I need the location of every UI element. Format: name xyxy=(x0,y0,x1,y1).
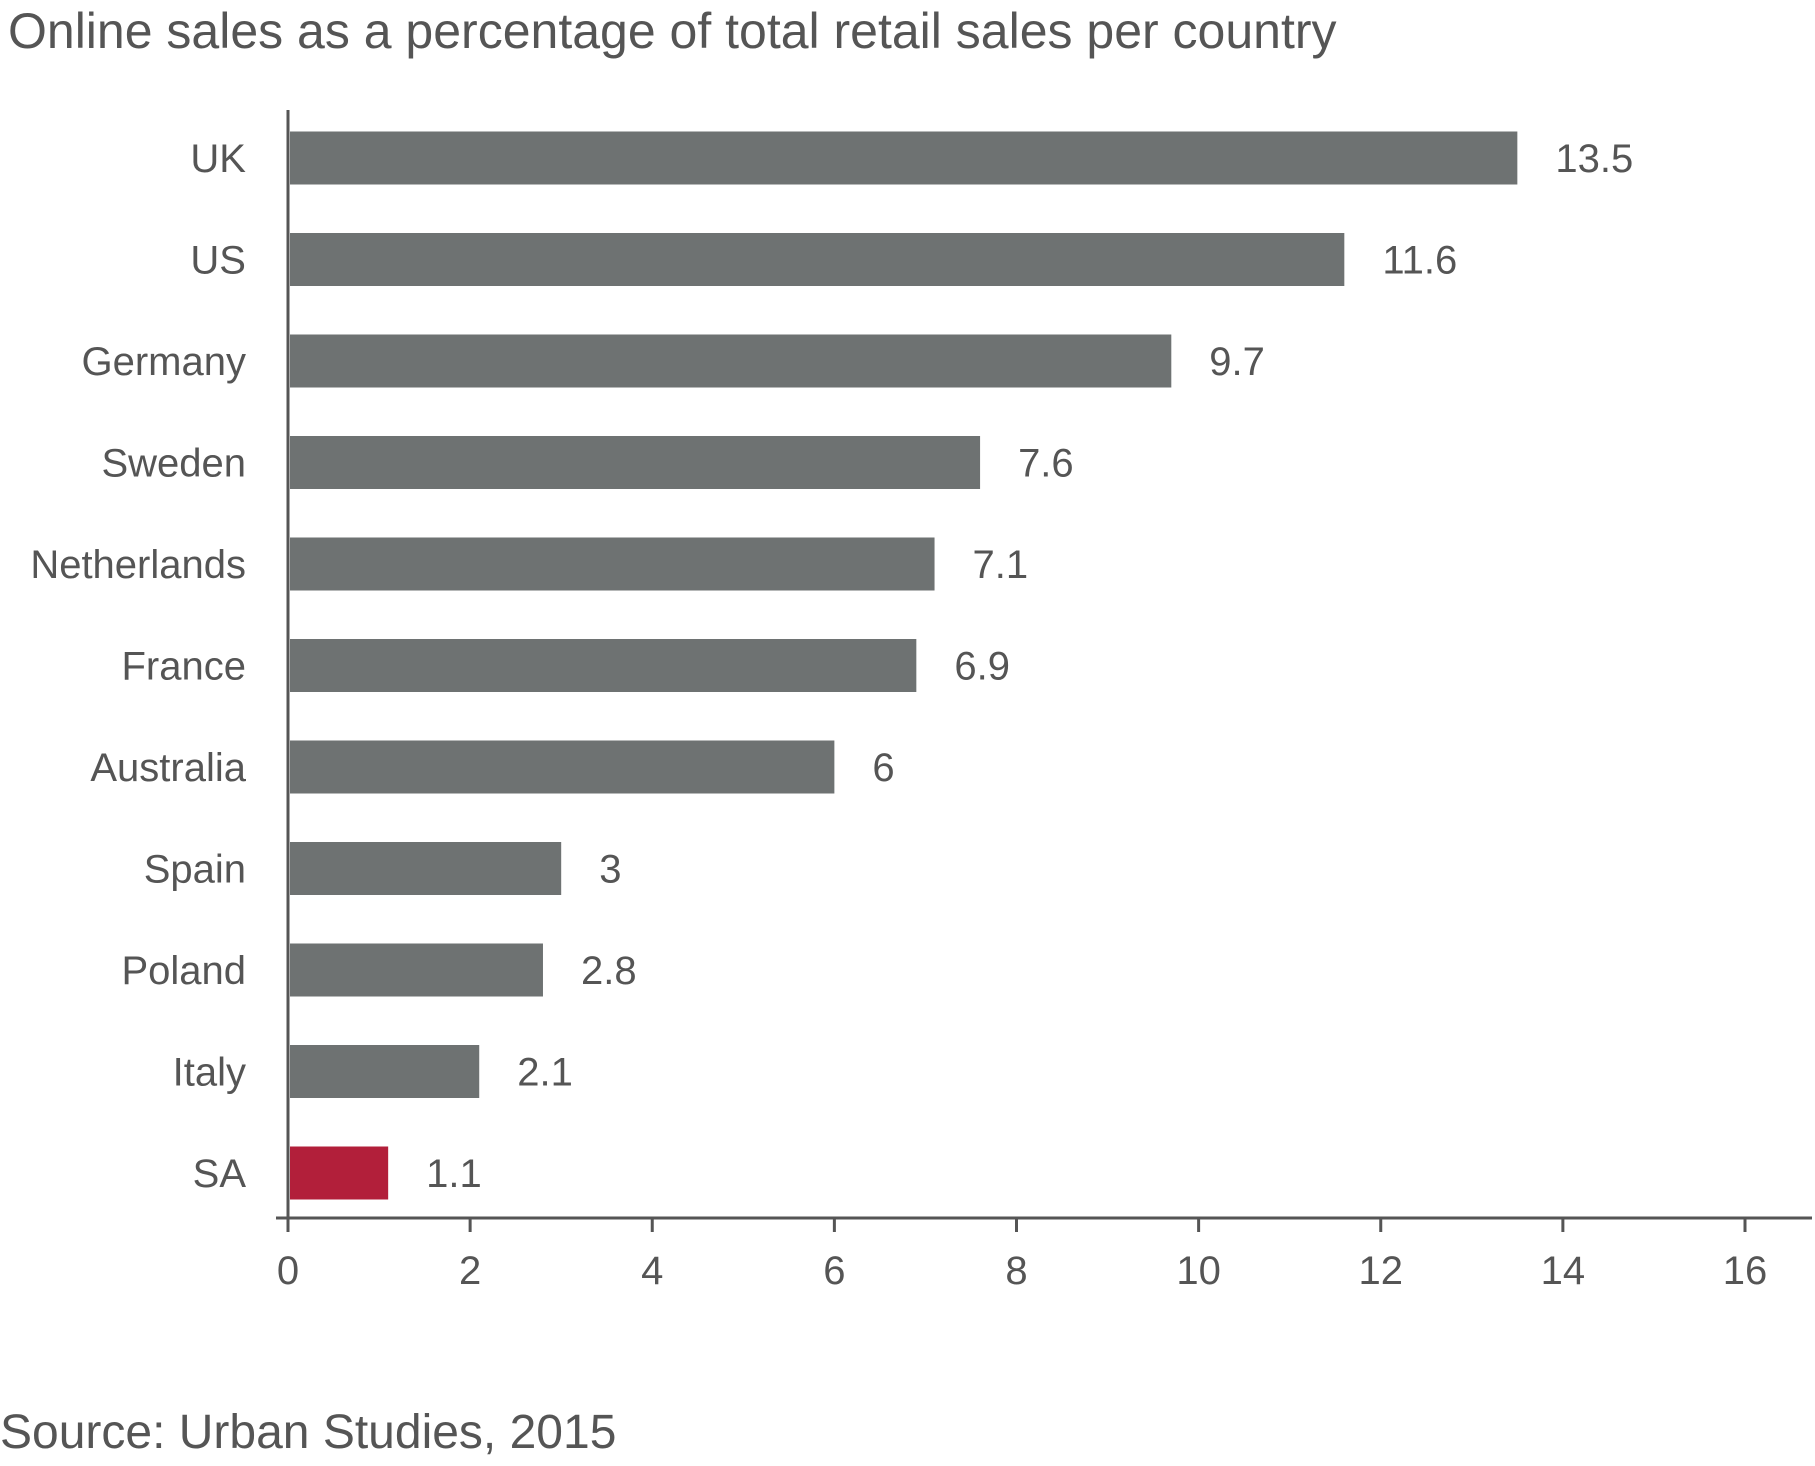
value-label-sa: 1.1 xyxy=(426,1152,482,1196)
bar-australia xyxy=(290,740,835,794)
x-tick-label-8: 8 xyxy=(1005,1249,1027,1293)
value-label-netherlands: 7.1 xyxy=(973,543,1029,587)
value-label-france: 6.9 xyxy=(954,645,1010,689)
category-label-uk: UK xyxy=(190,137,246,181)
bar-netherlands xyxy=(290,537,935,591)
bar-italy xyxy=(290,1045,480,1098)
category-label-poland: Poland xyxy=(121,949,246,993)
bars xyxy=(290,131,1518,1200)
labels: UK 13.5 US 11.6 Germany 9.7 Sweden 7.6 Netherlan… xyxy=(30,137,1767,1293)
x-tick-label-0: 0 xyxy=(277,1249,299,1293)
value-label-poland: 2.8 xyxy=(581,949,637,993)
category-label-netherlands: Netherlands xyxy=(30,543,246,587)
value-label-sweden: 7.6 xyxy=(1018,442,1074,486)
chart-source: Source: Urban Studies, 2015 xyxy=(0,1406,617,1459)
bar-sweden xyxy=(290,436,981,489)
category-label-france: France xyxy=(122,645,247,689)
category-label-italy: Italy xyxy=(173,1051,246,1095)
chart-title: Online sales as a percentage of total re… xyxy=(8,3,1337,59)
x-tick-label-6: 6 xyxy=(823,1249,845,1293)
x-tick-label-16: 16 xyxy=(1723,1249,1768,1293)
category-label-us: US xyxy=(190,239,246,283)
bar-us xyxy=(290,233,1345,286)
value-label-uk: 13.5 xyxy=(1555,137,1633,181)
x-tick-label-4: 4 xyxy=(641,1249,663,1293)
bar-spain xyxy=(290,842,562,895)
value-label-us: 11.6 xyxy=(1382,239,1457,283)
bar-sa xyxy=(290,1146,389,1200)
category-label-spain: Spain xyxy=(144,848,246,892)
bar-poland xyxy=(290,943,543,997)
category-label-sweden: Sweden xyxy=(101,442,246,486)
category-label-australia: Australia xyxy=(90,746,246,790)
value-label-spain: 3 xyxy=(599,848,621,892)
bar-germany xyxy=(290,334,1172,388)
x-tick-label-2: 2 xyxy=(459,1249,481,1293)
axes xyxy=(276,110,1812,1232)
value-label-australia: 6 xyxy=(872,746,894,790)
bar-uk xyxy=(290,131,1518,185)
x-tick-label-10: 10 xyxy=(1176,1249,1221,1293)
value-label-germany: 9.7 xyxy=(1209,340,1265,384)
category-label-germany: Germany xyxy=(82,340,247,384)
value-label-italy: 2.1 xyxy=(517,1051,573,1095)
category-label-sa: SA xyxy=(193,1152,247,1196)
x-tick-label-14: 14 xyxy=(1541,1249,1586,1293)
x-tick-label-12: 12 xyxy=(1359,1249,1404,1293)
bar-france xyxy=(290,639,917,692)
